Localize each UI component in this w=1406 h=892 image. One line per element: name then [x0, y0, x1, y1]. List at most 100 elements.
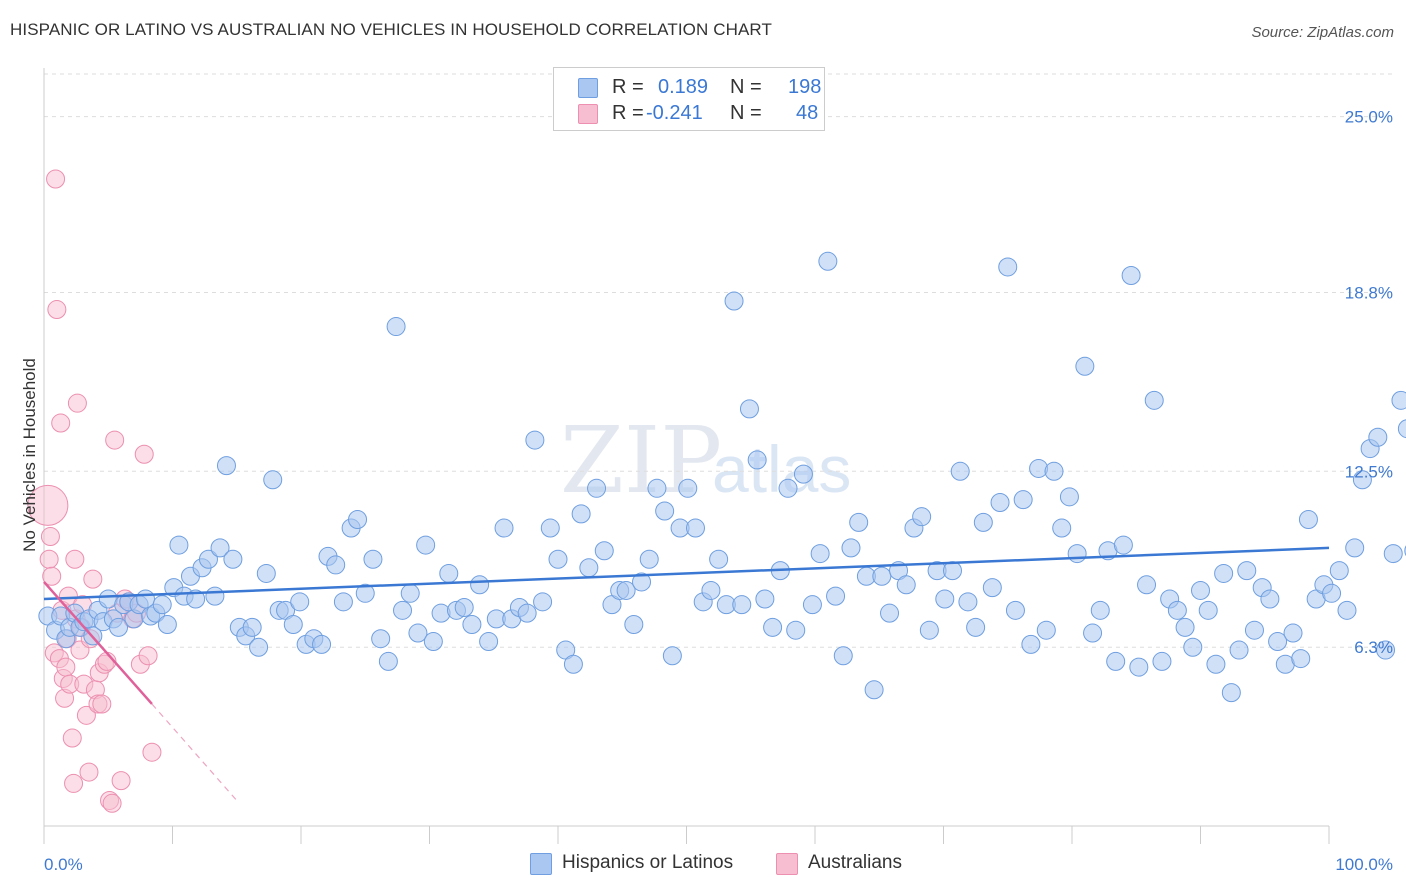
data-point-australian [134, 444, 154, 464]
legend-n-label: N = [730, 102, 762, 124]
data-point-hispanic [998, 257, 1018, 277]
data-point-hispanic [283, 615, 303, 635]
data-point-hispanic [1298, 510, 1318, 530]
data-point-hispanic [205, 586, 225, 606]
data-point-hispanic [1291, 649, 1311, 669]
data-point-hispanic [709, 549, 729, 569]
bottom-legend-swatch-hispanic [530, 853, 552, 875]
data-point-hispanic [1337, 600, 1357, 620]
data-point-hispanic [982, 578, 1002, 598]
legend-n-label: N = [730, 76, 762, 98]
data-point-hispanic [1052, 518, 1072, 538]
data-point-hispanic [386, 317, 406, 337]
data-point-australian [58, 586, 78, 606]
data-point-hispanic [872, 566, 892, 586]
data-point-hispanic [333, 592, 353, 612]
data-point-hispanic [587, 478, 607, 498]
trend-line-hispanic [43, 546, 1330, 601]
data-point-hispanic [942, 561, 962, 581]
data-point-australian [76, 705, 96, 725]
legend-n-value: 48 [796, 102, 819, 124]
data-point-hispanic [1397, 419, 1406, 439]
stats-legend: R = 0.189 N = 198 R = -0.241 N = 48 [553, 67, 825, 131]
data-point-hispanic [525, 430, 545, 450]
data-point-australian [46, 169, 66, 189]
data-point-hispanic [256, 563, 276, 583]
data-point-hispanic [818, 251, 838, 271]
data-point-hispanic [169, 535, 189, 555]
data-point-hispanic [1283, 623, 1303, 643]
data-point-australian [47, 300, 67, 320]
data-point-hispanic [1345, 538, 1365, 558]
data-point-australian [111, 771, 131, 791]
data-point-hispanic [950, 461, 970, 481]
data-point-hispanic [579, 558, 599, 578]
data-point-hispanic [1352, 470, 1372, 490]
data-point-hispanic [1106, 651, 1126, 671]
data-point-hispanic [864, 680, 884, 700]
data-point-hispanic [616, 580, 636, 600]
data-point-hispanic [355, 583, 375, 603]
data-point-hispanic [400, 583, 420, 603]
data-point-hispanic [1013, 490, 1033, 510]
data-point-hispanic [479, 632, 499, 652]
data-point-hispanic [786, 620, 806, 640]
data-point-hispanic [1144, 390, 1164, 410]
data-point-hispanic [639, 549, 659, 569]
data-point-hispanic [563, 654, 583, 674]
data-point-hispanic [1175, 617, 1195, 637]
data-point-hispanic [548, 549, 568, 569]
data-point-hispanic [431, 603, 451, 623]
data-point-australian [142, 742, 162, 762]
legend-r-label: R = [612, 76, 644, 98]
data-point-hispanic [1059, 487, 1079, 507]
data-point-hispanic [1075, 356, 1095, 376]
bottom-legend-label-australian: Australians [808, 852, 902, 873]
data-point-hispanic [423, 632, 443, 652]
data-point-hispanic [833, 646, 853, 666]
y-tick-label: 18.8% [1345, 284, 1393, 303]
data-point-hispanic [755, 589, 775, 609]
data-point-hispanic [849, 512, 869, 532]
data-point-hispanic [1214, 563, 1234, 583]
bottom-legend-label-hispanic: Hispanics or Latinos [562, 852, 734, 873]
trend-line-australian-extension [151, 703, 238, 801]
data-point-hispanic [1206, 654, 1226, 674]
data-point-hispanic [1113, 535, 1133, 555]
data-point-hispanic [408, 623, 428, 643]
data-point-hispanic [810, 544, 830, 564]
data-point-hispanic [540, 518, 560, 538]
data-point-hispanic [632, 572, 652, 592]
data-point-hispanic [312, 634, 332, 654]
data-point-hispanic [1183, 637, 1203, 657]
data-point-hispanic [1029, 458, 1049, 478]
y-axis-label: No Vehicles in Household [20, 358, 39, 552]
data-point-hispanic [157, 615, 177, 635]
data-point-hispanic [1229, 640, 1249, 660]
data-point-hispanic [1121, 265, 1141, 285]
y-tick-label: 12.5% [1345, 462, 1393, 481]
legend-swatch-hispanic [578, 78, 598, 98]
data-point-hispanic [198, 549, 218, 569]
data-point-hispanic [393, 600, 413, 620]
trend-line-australian [43, 581, 153, 705]
data-point-hispanic [1083, 623, 1103, 643]
data-point-hispanic [416, 535, 436, 555]
data-point-hispanic [1005, 600, 1025, 620]
data-point-hispanic [1221, 683, 1241, 703]
y-tick-label: 25.0% [1345, 108, 1393, 127]
data-point-hispanic [1376, 640, 1396, 660]
data-point-hispanic [1167, 600, 1187, 620]
data-point-hispanic [793, 464, 813, 484]
data-point-hispanic [966, 617, 986, 637]
data-point-hispanic [249, 637, 269, 657]
legend-r-value: 0.189 [658, 76, 709, 98]
data-point-hispanic [1067, 544, 1087, 564]
data-point-australian [138, 646, 158, 666]
data-point-hispanic [990, 492, 1010, 512]
data-point-hispanic [685, 518, 705, 538]
data-point-hispanic [594, 541, 614, 561]
data-point-hispanic [1152, 651, 1172, 671]
data-point-hispanic [571, 504, 591, 524]
